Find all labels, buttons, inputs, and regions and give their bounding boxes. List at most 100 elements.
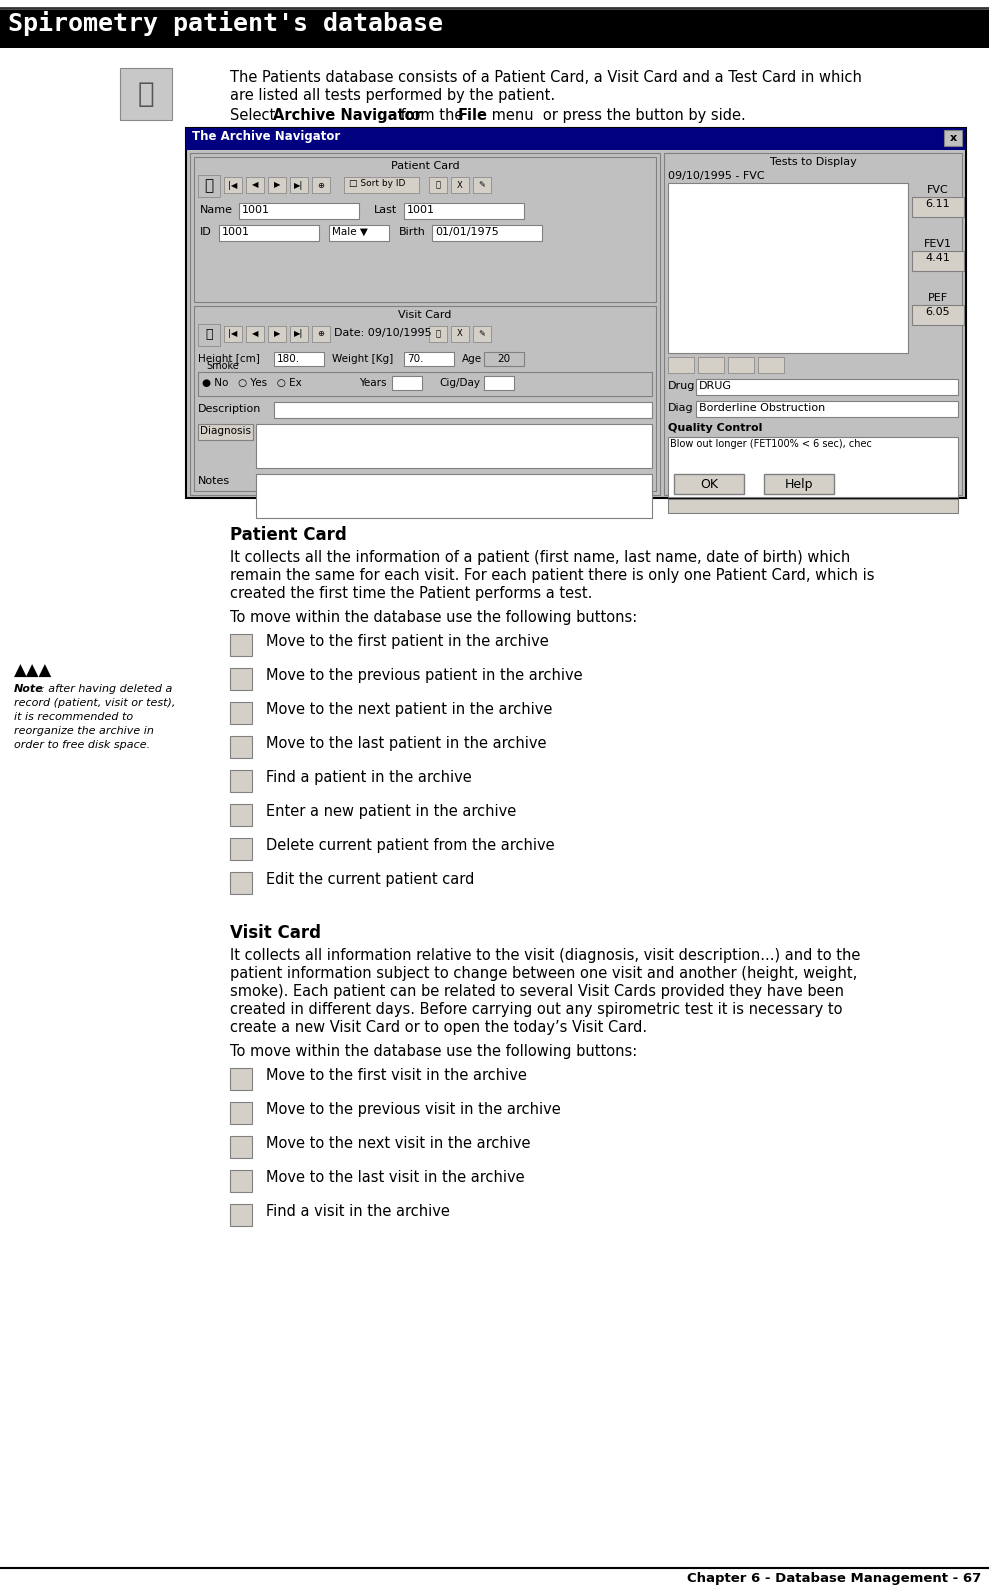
Bar (429, 326, 447, 341)
Text: Diag: Diag (668, 403, 693, 413)
Text: reorganize the archive in: reorganize the archive in (14, 726, 154, 735)
Text: Spirometry patient's database: Spirometry patient's database (8, 11, 443, 37)
Text: 09/10/1995 - FVC: 09/10/1995 - FVC (668, 172, 764, 181)
Bar (190, 152, 660, 495)
Text: 4.41: 4.41 (926, 252, 950, 264)
Bar (392, 376, 422, 391)
Text: ◀: ◀ (252, 329, 258, 338)
Bar (230, 1102, 252, 1124)
Text: Diagnosis: Diagnosis (200, 426, 251, 437)
Text: Borderline Obstruction: Borderline Obstruction (699, 403, 825, 413)
Text: |◀: |◀ (228, 329, 237, 338)
Bar (224, 326, 242, 341)
Text: Chapter 6 - Database Management - 67: Chapter 6 - Database Management - 67 (686, 1572, 981, 1585)
Text: Find a visit in the archive: Find a visit in the archive (266, 1204, 450, 1220)
Bar (484, 376, 514, 391)
Bar (674, 473, 744, 494)
Text: Date: 09/10/1995: Date: 09/10/1995 (334, 329, 431, 338)
Text: ID: ID (200, 227, 212, 237)
Text: remain the same for each visit. For each patient there is only one Patient Card,: remain the same for each visit. For each… (230, 569, 874, 583)
Bar (484, 353, 524, 365)
Text: ⊕: ⊕ (317, 181, 324, 189)
Bar (274, 353, 324, 365)
Text: Enter a new patient in the archive: Enter a new patient in the archive (266, 804, 516, 819)
Text: It collects all information relative to the visit (diagnosis, visit description.: It collects all information relative to … (230, 948, 860, 962)
Text: Male ▼: Male ▼ (332, 227, 368, 237)
Text: Blow out longer (FET100% < 6 sec), chec: Blow out longer (FET100% < 6 sec), chec (670, 438, 872, 449)
Bar (451, 326, 469, 341)
Bar (290, 326, 308, 341)
Text: The Patients database consists of a Patient Card, a Visit Card and a Test Card i: The Patients database consists of a Pati… (230, 70, 861, 86)
Text: 🚶: 🚶 (205, 178, 214, 194)
Text: smoke). Each patient can be related to several Visit Cards provided they have be: smoke). Each patient can be related to s… (230, 985, 844, 999)
Text: created the first time the Patient performs a test.: created the first time the Patient perfo… (230, 586, 592, 600)
Bar (230, 838, 252, 861)
Text: The Archive Navigator: The Archive Navigator (192, 130, 340, 143)
Text: Visit Card: Visit Card (399, 310, 452, 321)
Bar (198, 175, 220, 197)
Bar (696, 402, 958, 418)
Bar (668, 183, 908, 353)
Bar (473, 176, 491, 194)
Bar (668, 499, 958, 513)
Text: Move to the last visit in the archive: Move to the last visit in the archive (266, 1170, 524, 1185)
Bar (256, 473, 652, 518)
Bar (230, 770, 252, 792)
Bar (912, 305, 964, 326)
Text: menu  or press the button by side.: menu or press the button by side. (487, 108, 746, 122)
Bar (473, 326, 491, 341)
Bar (246, 326, 264, 341)
Text: ▶|: ▶| (295, 181, 304, 189)
Bar (230, 1170, 252, 1193)
Text: Height [cm]: Height [cm] (198, 354, 260, 364)
Text: Move to the previous patient in the archive: Move to the previous patient in the arch… (266, 669, 583, 683)
Text: created in different days. Before carrying out any spirometric test it is necess: created in different days. Before carryi… (230, 1002, 843, 1016)
Bar (194, 157, 656, 302)
Text: patient information subject to change between one visit and another (height, wei: patient information subject to change be… (230, 966, 857, 981)
Text: 20: 20 (497, 354, 510, 364)
Text: To move within the database use the following buttons:: To move within the database use the foll… (230, 1043, 637, 1059)
Text: Move to the last patient in the archive: Move to the last patient in the archive (266, 735, 547, 751)
Bar (198, 324, 220, 346)
Text: 🔎: 🔎 (206, 329, 213, 341)
Text: Move to the next visit in the archive: Move to the next visit in the archive (266, 1135, 530, 1151)
Bar (451, 176, 469, 194)
Text: X: X (457, 329, 463, 338)
Bar (404, 203, 524, 219)
Text: It collects all the information of a patient (first name, last name, date of bir: It collects all the information of a pat… (230, 549, 851, 565)
Bar (698, 357, 724, 373)
Bar (230, 1135, 252, 1158)
Text: 🔍: 🔍 (435, 181, 440, 189)
Bar (764, 473, 834, 494)
Text: Last: Last (374, 205, 398, 214)
Text: 1001: 1001 (222, 227, 250, 237)
Text: 6.05: 6.05 (926, 306, 950, 318)
Text: are listed all tests performed by the patient.: are listed all tests performed by the pa… (230, 87, 555, 103)
Text: Smoke: Smoke (206, 360, 238, 372)
Bar (256, 424, 652, 468)
Text: X: X (457, 181, 463, 189)
Bar (239, 203, 359, 219)
Text: To move within the database use the following buttons:: To move within the database use the foll… (230, 610, 637, 626)
Bar (758, 357, 784, 373)
Text: Move to the first patient in the archive: Move to the first patient in the archive (266, 634, 549, 649)
Text: Name: Name (200, 205, 233, 214)
Text: Move to the next patient in the archive: Move to the next patient in the archive (266, 702, 553, 718)
Text: □ Sort by ID: □ Sort by ID (349, 179, 405, 187)
Text: Find a patient in the archive: Find a patient in the archive (266, 770, 472, 784)
Bar (230, 872, 252, 894)
Bar (219, 225, 319, 241)
Bar (230, 634, 252, 656)
Text: Edit the current patient card: Edit the current patient card (266, 872, 475, 888)
Text: ✎: ✎ (479, 181, 486, 189)
Text: 01/01/1975: 01/01/1975 (435, 227, 498, 237)
Text: from the: from the (396, 108, 468, 122)
Bar (246, 176, 264, 194)
Bar (344, 176, 419, 194)
Text: Notes: Notes (198, 476, 230, 486)
Text: Patient Card: Patient Card (391, 160, 459, 172)
Bar (404, 353, 454, 365)
Text: Move to the first visit in the archive: Move to the first visit in the archive (266, 1069, 527, 1083)
Bar (120, 68, 172, 121)
Text: create a new Visit Card or to open the today’s Visit Card.: create a new Visit Card or to open the t… (230, 1019, 647, 1035)
